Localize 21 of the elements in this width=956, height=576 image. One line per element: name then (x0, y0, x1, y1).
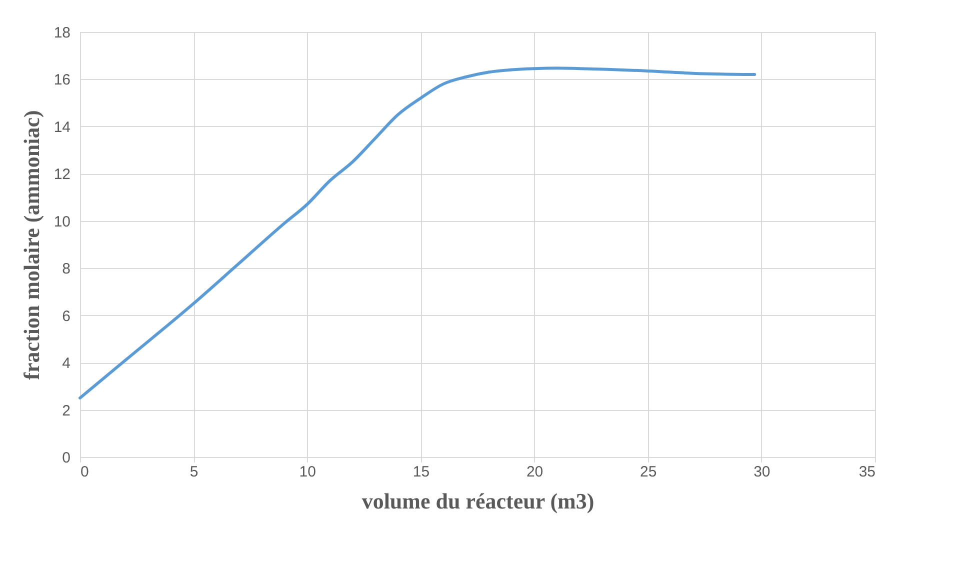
y-tick-label: 2 (62, 402, 70, 420)
y-tick-label: 6 (62, 308, 70, 325)
y-tick-label: 12 (54, 166, 70, 184)
x-tick-label: 15 (412, 464, 430, 480)
y-tick-label: 4 (62, 355, 70, 372)
x-tick-label: 5 (190, 464, 198, 480)
y-tick-label: 0 (62, 450, 70, 466)
y-axis-title: fraction molaire (ammoniac) (18, 110, 44, 380)
y-tick-label: 8 (62, 260, 70, 278)
x-tick-label: 0 (80, 464, 89, 480)
x-tick-label: 25 (640, 464, 657, 480)
x-axis-title: volume du réacteur (m3) (362, 488, 594, 514)
line-series (78, 66, 756, 400)
x-tick-label: 10 (299, 464, 316, 480)
y-tick-label: 16 (54, 72, 70, 89)
x-tick-label: 30 (754, 464, 770, 480)
y-tick-label: 14 (54, 118, 70, 136)
y-tick-label: 18 (54, 24, 70, 42)
x-tick-label: 35 (858, 464, 876, 480)
x-tick-label: 20 (526, 464, 544, 480)
y-tick-label: 10 (54, 213, 70, 230)
